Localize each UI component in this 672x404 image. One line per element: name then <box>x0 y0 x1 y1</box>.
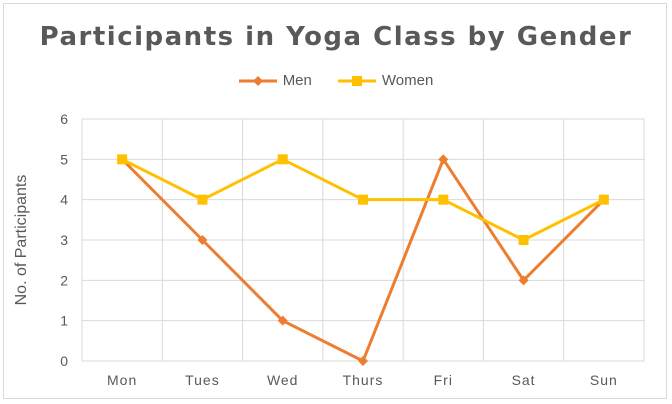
data-point-women <box>197 194 208 205</box>
chart-title: Participants in Yoga Class by Gender <box>39 22 633 52</box>
data-point-men <box>438 154 449 165</box>
x-tick-label: Sun <box>590 372 618 388</box>
legend: Men Women <box>0 72 672 89</box>
y-tick-label: 4 <box>60 192 68 208</box>
x-tick-label: Thurs <box>343 372 384 388</box>
data-point-women <box>518 235 529 245</box>
x-tick-label: Fri <box>434 372 453 388</box>
legend-label-men: Men <box>282 72 312 89</box>
y-tick-label: 2 <box>60 272 68 288</box>
y-tick-label: 0 <box>60 353 68 369</box>
series-line-men <box>121 157 605 363</box>
data-point-men <box>358 356 368 366</box>
data-point-men <box>197 235 208 245</box>
data-point-women <box>358 194 368 205</box>
x-tick-label: Tues <box>185 372 220 388</box>
data-point-women <box>117 154 128 165</box>
data-point-men <box>518 275 529 286</box>
data-point-women <box>598 194 609 205</box>
legend-label-women: Women <box>381 72 434 89</box>
y-tick-label: 1 <box>60 313 68 329</box>
data-point-men <box>277 315 288 326</box>
y-tick-label: 3 <box>60 232 68 248</box>
y-tick-label: 5 <box>60 151 68 167</box>
x-tick-label: Mon <box>107 372 137 388</box>
x-tick-label: Wed <box>267 372 299 388</box>
legend-swatch-women <box>337 75 376 86</box>
data-point-women <box>277 154 288 165</box>
legend-item-women: Women <box>337 72 434 89</box>
legend-swatch-men <box>238 75 277 86</box>
data-point-women <box>438 194 449 205</box>
y-tick-label: 6 <box>60 111 68 127</box>
chart-frame <box>3 3 667 399</box>
x-tick-label: Sat <box>512 372 536 388</box>
legend-item-men: Men <box>238 72 312 89</box>
